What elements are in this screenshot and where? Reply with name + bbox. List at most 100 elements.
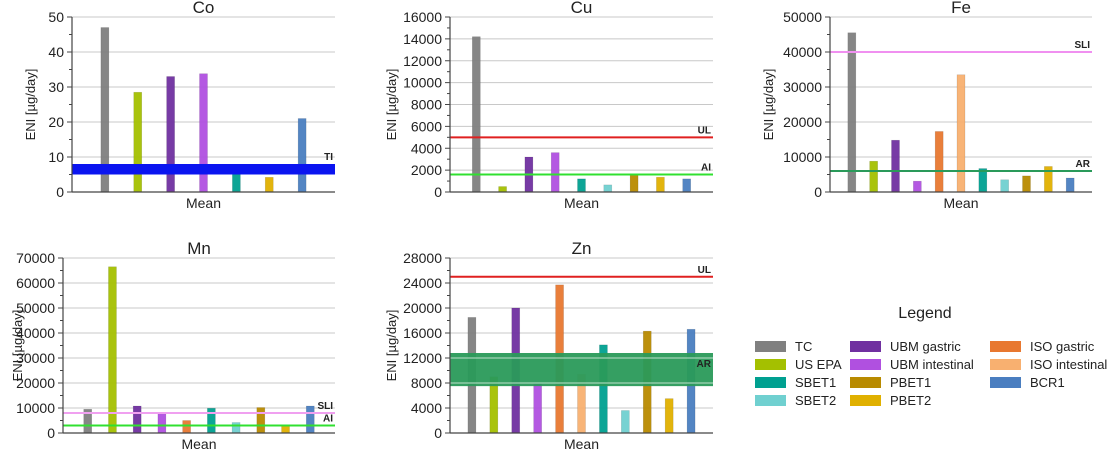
- bar-bcr1: [1065, 177, 1075, 193]
- legend-item-iso-intestinal: ISO intestinal: [990, 357, 1107, 372]
- y-tick-label: 0: [434, 184, 442, 200]
- legend-label: SBET2: [795, 393, 836, 408]
- y-axis-label: ENI [µg/day]: [384, 310, 399, 382]
- bar-pbet2: [281, 425, 290, 434]
- bar-iso-gastric: [934, 131, 944, 193]
- y-tick-label: 20000: [403, 300, 442, 316]
- bar-ubm-intestinal: [550, 152, 560, 193]
- bar-pbet2: [656, 176, 665, 193]
- bar-us-epa: [133, 91, 143, 193]
- y-tick-label: 8000: [411, 97, 442, 113]
- y-tick-label: 16000: [403, 9, 442, 25]
- chart-zn: 0 4000 8000 12000 16000 20000 24000 28000 UL AR Zn…: [384, 239, 713, 452]
- bar-ubm-intestinal: [157, 413, 167, 434]
- legend-label: US EPA: [795, 357, 842, 372]
- y-tick-label: 16000: [403, 325, 442, 341]
- y-tick-label: 0: [434, 425, 442, 441]
- legend-label: PBET2: [890, 393, 931, 408]
- bar-pbet1: [256, 407, 266, 434]
- legend-swatch: [990, 359, 1021, 370]
- y-tick-label: 30: [48, 79, 64, 95]
- legend-item-ubm-intestinal: UBM intestinal: [850, 357, 974, 372]
- reference-label: TI: [324, 152, 333, 163]
- legend: Legend TC US EPA SBET1 SBET2 UBM gastric UBM i…: [755, 305, 1107, 408]
- bar-pbet2: [264, 177, 274, 193]
- bar-tc: [847, 32, 857, 193]
- bar-ubm-gastric: [132, 405, 142, 434]
- reference-label: AI: [323, 414, 333, 425]
- bar-sbet2: [603, 184, 613, 193]
- bar-iso-gastric: [182, 420, 191, 434]
- legend-swatch: [850, 395, 881, 406]
- y-tick-label: 30000: [16, 350, 55, 366]
- y-tick-label: 0: [47, 425, 55, 441]
- bar-ubm-gastric: [891, 139, 900, 193]
- reference-label: UL: [698, 125, 711, 136]
- y-tick-label: 24000: [403, 275, 442, 291]
- legend-swatch: [990, 341, 1021, 352]
- legend-item-ubm-gastric: UBM gastric: [850, 339, 961, 354]
- legend-swatch: [850, 359, 881, 370]
- legend-swatch: [990, 377, 1021, 388]
- y-tick-label: 12000: [403, 53, 442, 69]
- bar-ubm-intestinal: [533, 383, 542, 434]
- reference-label: AR: [697, 359, 712, 370]
- y-tick-label: 20000: [16, 375, 55, 391]
- bar-pbet1: [629, 174, 639, 193]
- reference-label: SLI: [1074, 40, 1090, 51]
- y-axis-label: ENI [µg/day]: [10, 310, 25, 382]
- reference-label: AR: [1076, 159, 1091, 170]
- y-tick-label: 8000: [411, 375, 442, 391]
- x-axis-label: Mean: [943, 195, 978, 211]
- y-tick-label: 50: [48, 9, 64, 25]
- y-tick-label: 20: [48, 114, 64, 130]
- x-axis-label: Mean: [564, 195, 599, 211]
- bar-ubm-gastric: [166, 76, 175, 193]
- chart-title: Mn: [187, 239, 211, 258]
- bar-sbet2: [231, 422, 241, 434]
- y-tick-label: 0: [56, 184, 64, 200]
- legend-item-sbet1: SBET1: [755, 375, 836, 390]
- legend-swatch: [755, 359, 786, 370]
- y-tick-label: 30000: [783, 79, 822, 95]
- legend-label: BCR1: [1030, 375, 1065, 390]
- legend-swatch: [755, 341, 786, 352]
- chart-co: 0 10 20 30 40 50 TI Co Mean ENI [µg/day]: [23, 0, 335, 211]
- bar-bcr1: [682, 178, 692, 193]
- chart-title: Zn: [572, 239, 592, 258]
- chart-title: Fe: [951, 0, 971, 17]
- bar-tc: [471, 36, 481, 193]
- y-tick-label: 4000: [411, 140, 442, 156]
- legend-label: SBET1: [795, 375, 836, 390]
- bar-ubm-intestinal: [913, 180, 922, 193]
- reference-label: UL: [698, 265, 711, 276]
- y-tick-label: 6000: [411, 118, 442, 134]
- bar-sbet2: [621, 410, 630, 434]
- legend-item-tc: TC: [755, 339, 812, 354]
- y-tick-label: 40000: [16, 325, 55, 341]
- y-tick-label: 50000: [16, 300, 55, 316]
- legend-label: ISO gastric: [1030, 339, 1095, 354]
- bar-pbet2: [664, 398, 674, 434]
- bar-sbet2: [1000, 179, 1009, 193]
- y-tick-label: 0: [814, 184, 822, 200]
- y-tick-label: 60000: [16, 275, 55, 291]
- y-tick-label: 12000: [403, 350, 442, 366]
- y-tick-label: 10: [48, 149, 64, 165]
- y-tick-label: 40000: [783, 44, 822, 60]
- bar-us-epa: [869, 160, 878, 193]
- y-tick-label: 10000: [16, 400, 55, 416]
- reference-band-ti: [72, 164, 335, 175]
- y-tick-label: 10000: [403, 75, 442, 91]
- y-tick-label: 28000: [403, 250, 442, 266]
- x-axis-label: Mean: [564, 436, 599, 452]
- legend-swatch: [755, 377, 786, 388]
- legend-swatch: [755, 395, 786, 406]
- reference-band-ar: [450, 353, 713, 387]
- legend-item-us-epa: US EPA: [755, 357, 842, 372]
- reference-label: SLI: [317, 401, 333, 412]
- bar-pbet1: [1022, 175, 1031, 193]
- y-axis-label: ENI [µg/day]: [384, 69, 399, 141]
- legend-label: UBM intestinal: [890, 357, 974, 372]
